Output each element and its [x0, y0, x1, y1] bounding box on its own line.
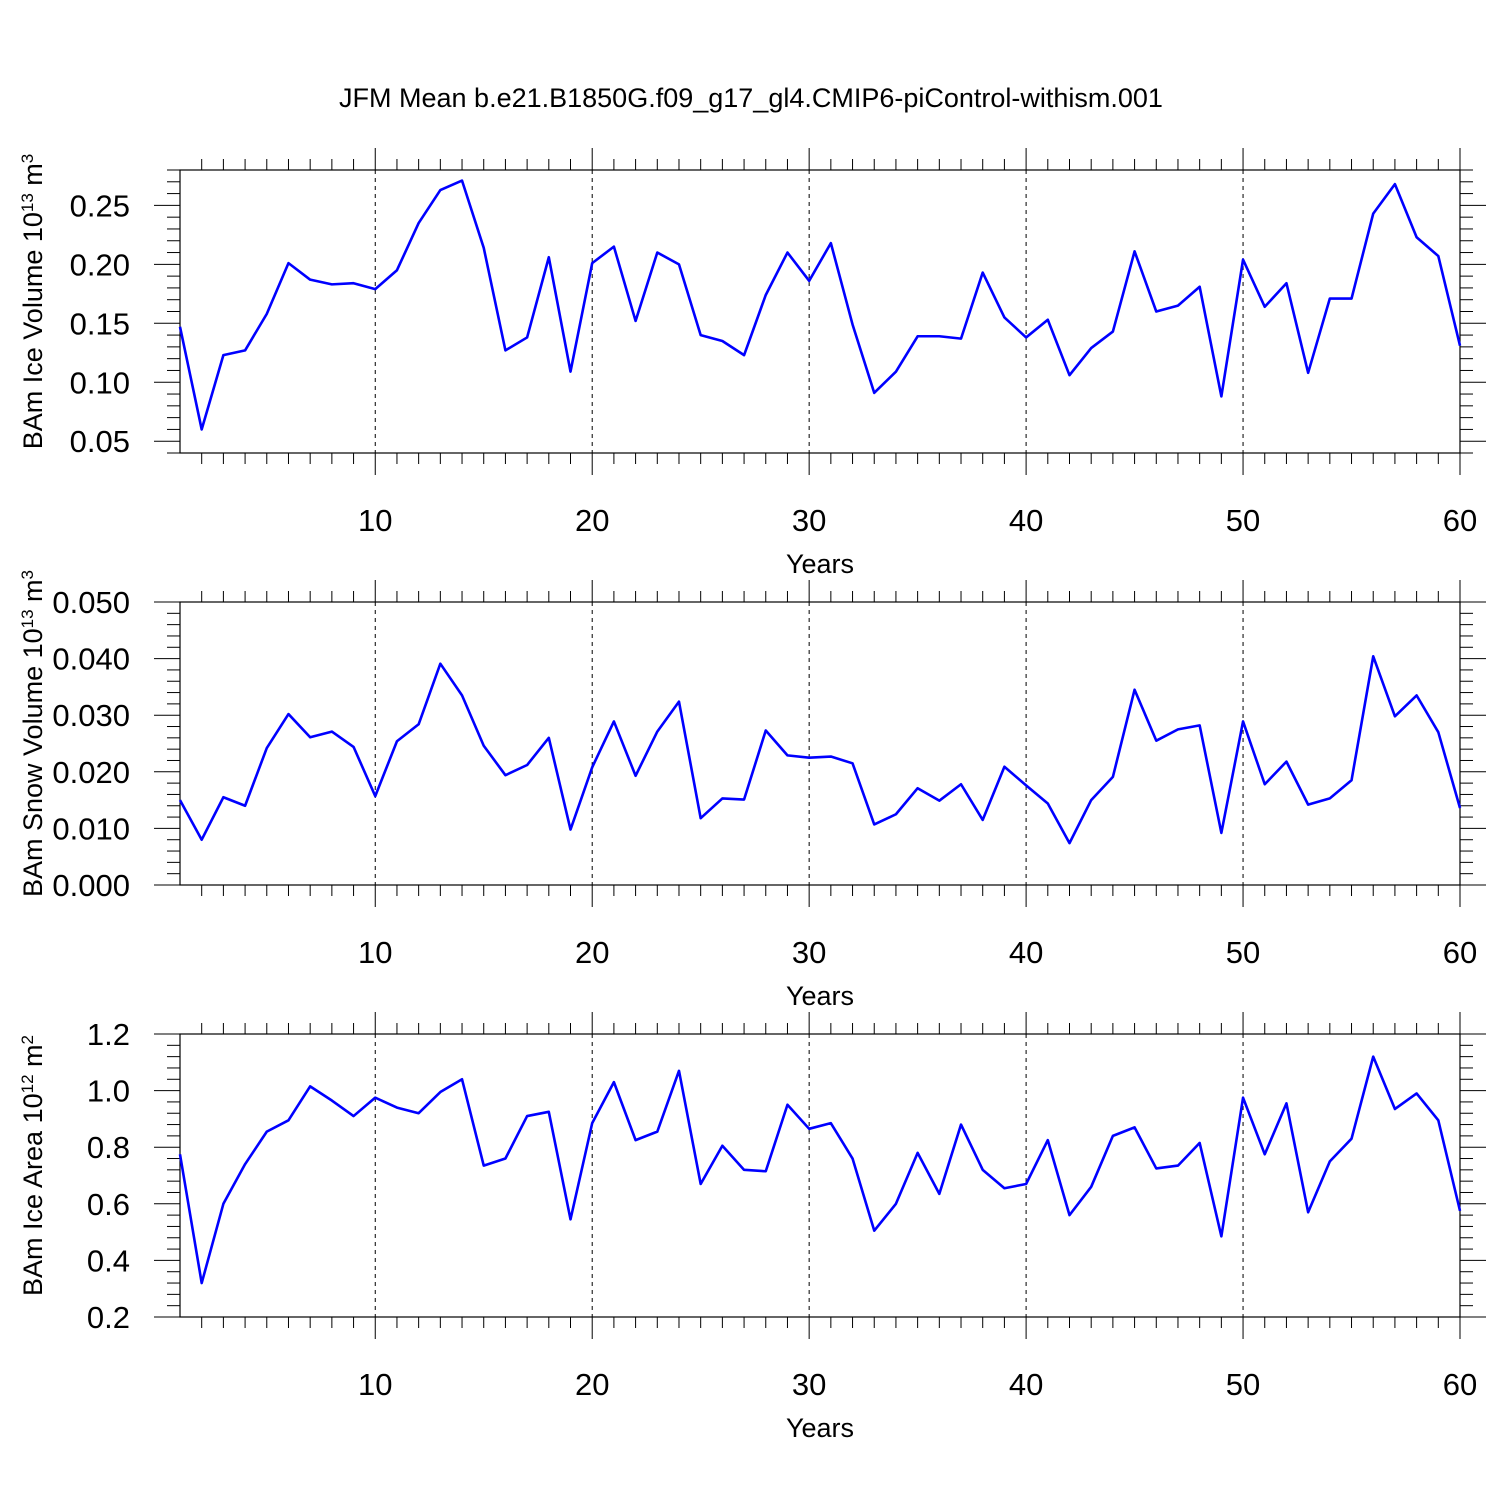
y-tick-label: 0.05: [70, 424, 130, 459]
y-tick-label: 0.6: [87, 1187, 130, 1222]
x-tick-label: 10: [358, 503, 392, 538]
y-tick-label: 0.000: [52, 868, 130, 903]
y-tick-label: 0.040: [52, 642, 130, 677]
y-tick-label: 0.050: [52, 585, 130, 620]
x-tick-label: 30: [792, 503, 826, 538]
x-tick-label: 60: [1443, 1367, 1477, 1402]
y-tick-label: 0.2: [87, 1300, 130, 1335]
x-axis-title: Years: [786, 981, 854, 1011]
x-tick-label: 20: [575, 935, 609, 970]
plot-frame: [179, 169, 1461, 454]
y-tick-label: 1.0: [87, 1074, 130, 1109]
x-tick-label: 40: [1009, 1367, 1043, 1402]
y-tick-label: 0.10: [70, 365, 130, 400]
y-tick-label: 0.010: [52, 811, 130, 846]
plot-frame: [179, 1033, 1461, 1318]
series-line: [178, 655, 1462, 845]
x-tick-label: 20: [575, 1367, 609, 1402]
x-axis-title: Years: [786, 549, 854, 579]
x-tick-label: 20: [575, 503, 609, 538]
x-tick-label: 40: [1009, 935, 1043, 970]
y-tick-label: 0.4: [87, 1243, 130, 1278]
y-tick-label: 1.2: [87, 1017, 130, 1052]
x-tick-label: 30: [792, 935, 826, 970]
x-tick-label: 60: [1443, 503, 1477, 538]
y-axis-title: BAm Ice Volume 1013 m3: [18, 154, 49, 450]
x-tick-label: 50: [1226, 1367, 1260, 1402]
y-tick-label: 0.030: [52, 698, 130, 733]
y-tick-label: 0.8: [87, 1130, 130, 1165]
x-axis-title: Years: [786, 1413, 854, 1443]
x-tick-label: 40: [1009, 503, 1043, 538]
y-tick-label: 0.25: [70, 188, 130, 223]
y-tick-label: 0.20: [70, 247, 130, 282]
x-tick-label: 10: [358, 1367, 392, 1402]
x-tick-label: 50: [1226, 503, 1260, 538]
y-tick-label: 0.15: [70, 306, 130, 341]
series-line: [178, 179, 1462, 431]
figure-title: JFM Mean b.e21.B1850G.f09_g17_gl4.CMIP6-…: [339, 83, 1163, 113]
y-axis-title: BAm Ice Area 1012 m2: [18, 1035, 49, 1296]
series-line: [178, 1055, 1462, 1285]
panel-ice-volume: 10 20 30 40 50 60 0.05 0.10 0.15 0.20 0.25 Years BAm…: [18, 148, 1486, 579]
y-tick-label: 0.020: [52, 755, 130, 790]
panels: 10 20 30 40 50 60 0.05 0.10 0.15 0.20 0.25 Years BAm…: [18, 148, 1486, 1443]
x-tick-label: 50: [1226, 935, 1260, 970]
plot-frame: [179, 601, 1461, 886]
panel-snow-volume: 10 20 30 40 50 60 0.000 0.010 0.020 0.030 0.040 0.0…: [18, 570, 1486, 1011]
panel-ice-area: 10 20 30 40 50 60 0.2 0.4 0.6 0.8 1.0 1.2 Years BAm I…: [18, 1012, 1486, 1443]
x-tick-label: 60: [1443, 935, 1477, 970]
y-axis-title: BAm Snow Volume 1013 m3: [18, 570, 49, 897]
x-tick-label: 30: [792, 1367, 826, 1402]
x-tick-label: 10: [358, 935, 392, 970]
